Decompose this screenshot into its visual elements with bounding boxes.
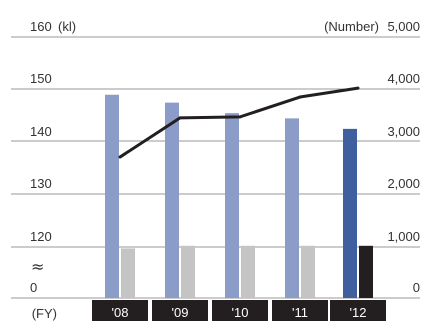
left-tick-label: 130 — [30, 176, 52, 191]
line-point — [178, 116, 182, 120]
line-point — [356, 86, 360, 90]
bar-left-axis — [165, 102, 179, 298]
bar-series — [105, 94, 373, 298]
bar-left-axis — [285, 118, 299, 298]
left-tick-label: 160 — [30, 19, 52, 34]
category-label-bg — [272, 300, 328, 321]
axis-break-symbol: ≈ — [31, 257, 44, 276]
line-series — [118, 86, 360, 159]
right-tick-label: 5,000 — [387, 19, 420, 34]
bar-left-axis — [105, 94, 119, 298]
bar-right-axis — [359, 245, 373, 298]
left-axis-label: (kl) — [58, 19, 76, 34]
bar-right-axis — [181, 245, 195, 298]
category-label: '08 — [112, 305, 129, 320]
line-point — [298, 95, 302, 99]
right-tick-label: 0 — [413, 280, 420, 295]
left-tick-label: 150 — [30, 71, 52, 86]
category-label: '09 — [172, 305, 189, 320]
bar-left-axis — [225, 113, 239, 298]
category-label: '11 — [292, 305, 308, 320]
category-label-bg — [212, 300, 268, 321]
x-axis-prefix: (FY) — [32, 306, 57, 321]
category-label-bg — [330, 300, 386, 321]
category-label: '12 — [350, 305, 367, 320]
line-point — [238, 115, 242, 119]
left-tick-label: 120 — [30, 229, 52, 244]
right-tick-label: 3,000 — [387, 124, 420, 139]
left-tick-label: 140 — [30, 124, 52, 139]
grid-lines — [11, 36, 420, 299]
right-tick-label: 2,000 — [387, 176, 420, 191]
bar-right-axis — [301, 245, 315, 298]
category-label-bg — [92, 300, 148, 321]
right-axis-label: (Number) — [324, 19, 379, 34]
line-point — [118, 155, 122, 159]
right-tick-label: 1,000 — [387, 229, 420, 244]
category-label: '10 — [232, 305, 249, 320]
left-tick-label: 0 — [30, 280, 37, 295]
bar-right-axis — [121, 248, 135, 298]
bar-right-axis — [241, 245, 255, 298]
bar-left-axis — [343, 128, 357, 298]
axes: 160 150 140 130 120 0 (kl) ≈5,000 4,000 3,000 2,00… — [30, 19, 420, 321]
right-tick-label: 4,000 — [387, 71, 420, 86]
category-label-bg — [152, 300, 208, 321]
